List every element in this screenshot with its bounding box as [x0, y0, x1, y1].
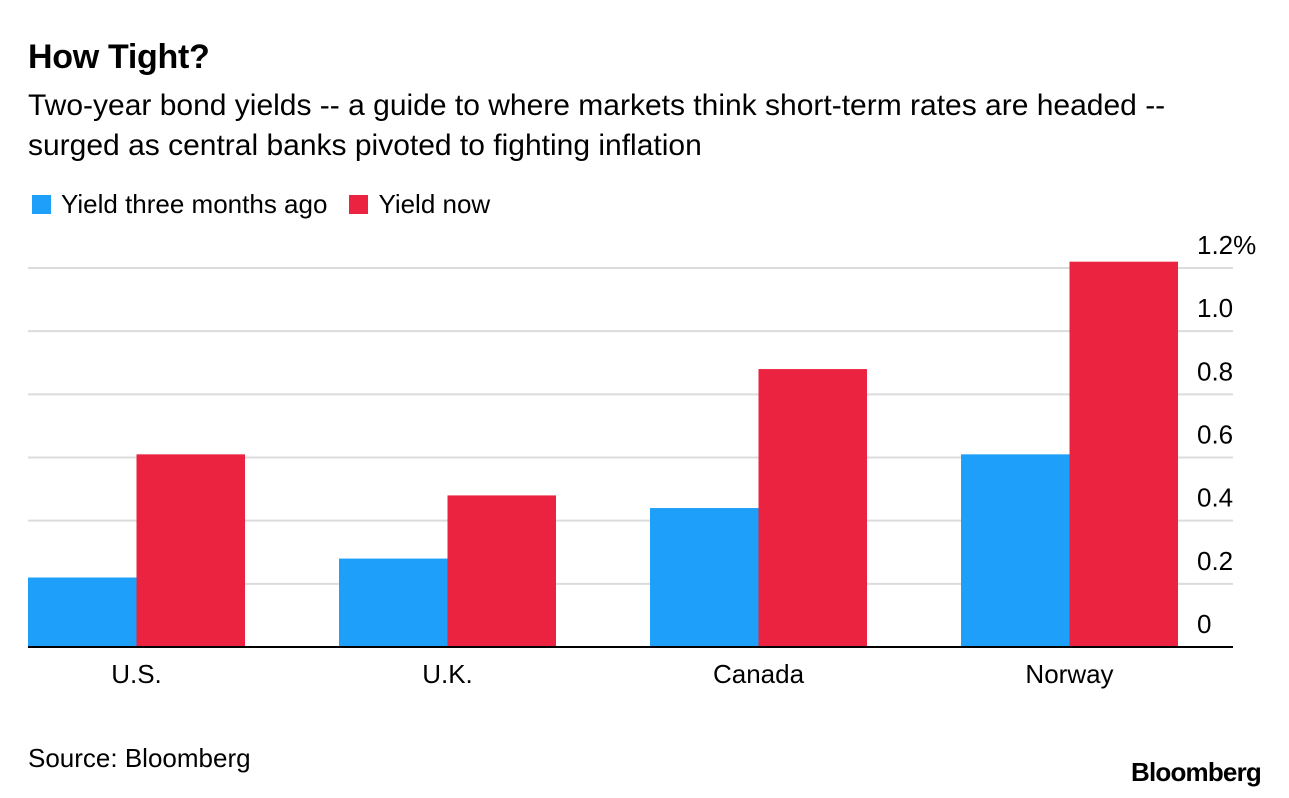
bar-uk-now	[447, 495, 556, 647]
source-note: Source: Bloomberg	[28, 743, 251, 773]
y-tick-label: 0.6	[1197, 420, 1233, 450]
y-axis-labels: 0 0.2 0.4 0.6 0.8 1.0 1.2%	[1197, 230, 1256, 639]
legend-label-now: Yield now	[378, 189, 491, 219]
x-axis-labels: U.S. U.K. Canada Norway	[111, 659, 1113, 689]
bloomberg-logo: Bloomberg	[1130, 757, 1262, 787]
y-tick-label: 0	[1197, 609, 1211, 639]
x-tick-label: U.S.	[111, 659, 162, 689]
bar-us-three-months-ago	[28, 577, 137, 647]
bars	[28, 261, 1178, 647]
chart-subtitle: Two-year bond yields -- a guide to where…	[28, 89, 1166, 162]
y-tick-label: 0.2	[1197, 546, 1233, 576]
bar-norway-three-months-ago	[961, 454, 1070, 647]
bar-norway-now	[1069, 261, 1178, 647]
y-tick-label: 0.8	[1197, 356, 1233, 386]
legend: Yield three months ago Yield now	[32, 189, 512, 220]
y-tick-label: 1.0	[1197, 293, 1233, 323]
y-tick-label: 1.2%	[1197, 230, 1256, 260]
bar-uk-three-months-ago	[339, 558, 448, 647]
legend-swatch-now	[349, 195, 369, 214]
y-tick-label: 0.4	[1197, 483, 1233, 513]
chart-title: How Tight?	[28, 38, 210, 76]
legend-swatch-three-months-ago	[32, 195, 51, 214]
x-tick-label: Canada	[713, 659, 805, 689]
bar-canada-now	[758, 369, 867, 647]
legend-label-three-months-ago: Yield three months ago	[61, 189, 328, 219]
bar-us-now	[136, 454, 245, 647]
x-tick-label: U.K.	[422, 659, 473, 689]
x-tick-label: Norway	[1025, 659, 1113, 689]
legend-item-three-months-ago: Yield three months ago	[32, 189, 327, 220]
legend-item-now: Yield now	[349, 189, 490, 220]
bar-canada-three-months-ago	[650, 508, 759, 647]
